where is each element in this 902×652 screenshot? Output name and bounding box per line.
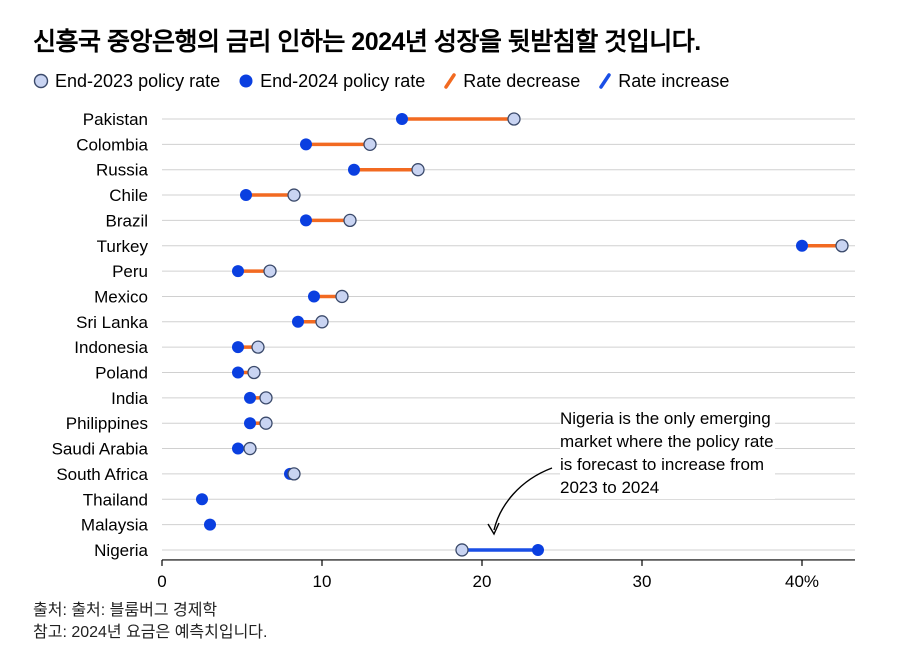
x-tick-label: 30 bbox=[633, 572, 652, 591]
category-label: India bbox=[111, 389, 148, 408]
category-label: Russia bbox=[96, 161, 149, 180]
category-label: Pakistan bbox=[83, 110, 148, 129]
end-2024-point bbox=[348, 163, 360, 176]
end-2023-point bbox=[343, 213, 357, 228]
filled-circle-icon bbox=[239, 74, 253, 88]
end-2023-point bbox=[259, 416, 273, 430]
legend-increase-label: Rate increase bbox=[618, 70, 730, 91]
end-2024-point bbox=[204, 518, 216, 531]
x-tick-label: 10 bbox=[313, 572, 332, 591]
category-label: Indonesia bbox=[74, 338, 148, 357]
annotation-arrow bbox=[493, 467, 553, 531]
end-2023-point bbox=[259, 391, 273, 405]
end-2023-point bbox=[455, 543, 469, 557]
end-2024-point bbox=[396, 113, 408, 125]
category-label: Turkey bbox=[97, 237, 149, 256]
end-2024-point bbox=[292, 315, 304, 328]
legend-decrease-label: Rate decrease bbox=[463, 70, 581, 91]
end-2023-point bbox=[251, 340, 265, 354]
end-2024-point bbox=[240, 189, 252, 202]
category-label: Malaysia bbox=[81, 516, 149, 535]
note-line: 참고: 2024년 요금은 예측치입니다. bbox=[33, 624, 268, 641]
category-label: Philippines bbox=[66, 414, 148, 433]
end-2024-point bbox=[308, 290, 320, 303]
end-2024-point bbox=[232, 341, 244, 354]
end-2023-point bbox=[315, 315, 329, 329]
end-2023-point bbox=[411, 163, 425, 177]
dumbbell-chart: 0 10 20 30 40% Pakistan Colombia Russia Chile Bra… bbox=[52, 110, 855, 591]
x-tick-label: 40% bbox=[785, 572, 819, 591]
x-tick-label: 0 bbox=[157, 572, 166, 591]
legend-increase: Rate increase bbox=[598, 71, 729, 92]
legend: End-2023 policy rate End-2024 policy rat… bbox=[33, 68, 747, 94]
category-label: Sri Lanka bbox=[76, 313, 148, 332]
end-2023-point bbox=[507, 112, 521, 126]
end-2023-point bbox=[243, 441, 257, 456]
category-label: Poland bbox=[95, 364, 148, 383]
end-2023-point bbox=[263, 264, 277, 278]
end-2023-point bbox=[363, 137, 377, 152]
end-2024-point bbox=[300, 214, 312, 227]
chart-title: 신흥국 중앙은행의 금리 인하는 2024년 성장을 뒷받침할 것입니다. bbox=[33, 28, 701, 56]
end-2023-point bbox=[287, 467, 301, 481]
category-label: Mexico bbox=[94, 287, 148, 306]
x-tick-label: 20 bbox=[473, 572, 492, 591]
end-2024-point bbox=[796, 239, 808, 252]
category-label: Nigeria bbox=[94, 541, 148, 560]
source-notes: 출처: 출처: 블룸버그 경제학 참고: 2024년 요금은 예측치입니다. bbox=[33, 600, 267, 644]
legend-end-2024: End-2024 policy rate bbox=[238, 71, 425, 92]
category-label: Saudi Arabia bbox=[52, 440, 149, 459]
legend-end-2023-label: End-2023 policy rate bbox=[55, 70, 221, 91]
open-circle-icon bbox=[33, 73, 49, 89]
end-2024-point bbox=[300, 138, 312, 151]
orange-slash-icon bbox=[444, 73, 456, 89]
legend-end-2023: End-2023 policy rate bbox=[33, 71, 220, 92]
category-label: Peru bbox=[112, 262, 148, 281]
nigeria-annotation: Nigeria is the only emerging market wher… bbox=[560, 407, 775, 499]
end-2024-point bbox=[232, 265, 244, 278]
category-label: South Africa bbox=[56, 465, 148, 484]
end-2024-point bbox=[532, 543, 544, 556]
category-label: Thailand bbox=[83, 490, 148, 509]
category-label: Colombia bbox=[76, 135, 148, 154]
end-2024-point bbox=[232, 366, 244, 379]
end-2023-point bbox=[835, 239, 849, 253]
end-2023-point bbox=[335, 289, 349, 304]
legend-end-2024-label: End-2024 policy rate bbox=[260, 70, 426, 91]
blue-slash-icon bbox=[599, 73, 612, 89]
end-2023-point bbox=[247, 365, 261, 380]
end-2024-point bbox=[244, 417, 256, 430]
end-2024-point bbox=[196, 493, 208, 506]
end-2023-point bbox=[287, 188, 301, 202]
legend-decrease: Rate decrease bbox=[443, 71, 580, 92]
annotation-arrowhead bbox=[487, 522, 500, 536]
end-2024-point bbox=[244, 391, 256, 404]
end-2024-point bbox=[232, 442, 244, 455]
category-label: Brazil bbox=[105, 211, 148, 230]
category-label: Chile bbox=[109, 186, 148, 205]
source-line: 출처: 출처: 블룸버그 경제학 bbox=[33, 602, 218, 619]
